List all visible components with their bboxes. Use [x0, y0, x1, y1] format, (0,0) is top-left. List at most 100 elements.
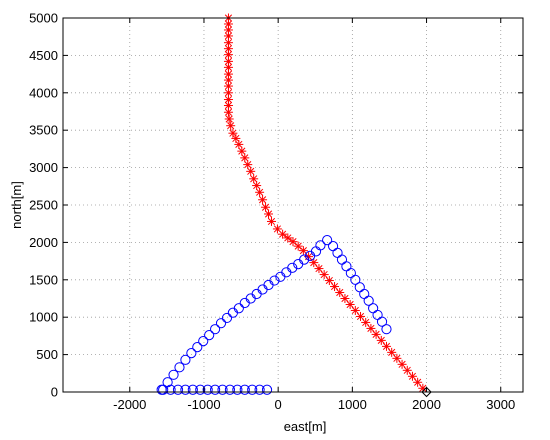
circle-point — [254, 384, 265, 395]
circle-point — [376, 316, 388, 327]
asterisk-point — [252, 181, 262, 191]
y-tick-label: 4500 — [29, 48, 58, 63]
asterisk-point — [371, 329, 381, 339]
asterisk-point — [335, 288, 345, 298]
asterisk-point — [240, 153, 250, 163]
circle-point — [174, 362, 185, 373]
asterisk-point — [350, 305, 360, 315]
asterisk-point — [397, 359, 407, 369]
circle-point — [180, 384, 191, 395]
circle-point — [368, 303, 379, 314]
circle-point — [315, 240, 326, 251]
asterisk-point — [266, 216, 276, 226]
circle-point — [322, 235, 333, 246]
y-axis-label: north[m] — [9, 181, 24, 229]
asterisk-point — [243, 160, 253, 170]
circle-point — [345, 267, 356, 279]
asterisk-point — [293, 241, 303, 251]
asterisk-point — [272, 224, 282, 234]
circle-point — [239, 297, 250, 309]
circle-point — [363, 295, 374, 306]
asterisk-point — [223, 25, 233, 35]
asterisk-point — [387, 347, 397, 357]
circle-point — [204, 330, 215, 341]
asterisk-point — [376, 335, 386, 345]
circle-point — [263, 279, 274, 291]
asterisk-point — [314, 264, 324, 274]
asterisk-point — [258, 195, 268, 205]
y-tick-label: 500 — [36, 347, 58, 362]
asterisk-point — [234, 139, 244, 149]
y-tick-label: 3000 — [29, 160, 58, 175]
asterisk-point — [237, 146, 247, 156]
circle-point — [209, 324, 221, 335]
asterisk-point — [223, 95, 233, 105]
asterisk-point — [340, 294, 350, 303]
circle-point — [192, 342, 203, 353]
asterisk-point — [249, 174, 259, 184]
x-tick-label: -1000 — [187, 397, 220, 412]
circle-point — [227, 307, 239, 318]
circle-point — [180, 354, 191, 365]
x-tick-label: 2000 — [412, 397, 441, 412]
circle-point — [359, 288, 370, 300]
y-tick-label: 2500 — [29, 198, 58, 213]
circle-point — [187, 384, 198, 395]
y-tick-label: 5000 — [29, 11, 58, 26]
asterisk-point — [413, 377, 423, 387]
y-tick-label: 1500 — [29, 272, 58, 287]
circle-point — [354, 282, 365, 293]
circle-point — [251, 288, 262, 300]
y-tick-label: 3500 — [29, 123, 58, 138]
asterisk-point — [223, 107, 233, 117]
circle-point — [186, 348, 197, 359]
asterisk-point — [261, 202, 271, 212]
x-tick-label: 3000 — [486, 397, 515, 412]
axis-ticks: -2000 -1000 0 1000 2000 3000 0 500 1000 1500 2000 2… — [29, 11, 523, 412]
circle-point — [172, 384, 184, 395]
x-tick-label: 0 — [275, 397, 282, 412]
y-tick-label: 0 — [51, 385, 58, 400]
circle-point — [168, 369, 179, 380]
grid — [63, 17, 523, 393]
circle-point — [221, 312, 233, 324]
circle-point — [332, 247, 343, 258]
y-tick-label: 2000 — [29, 235, 58, 250]
circle-point — [202, 384, 213, 395]
circle-point — [247, 384, 258, 395]
diamond-point — [421, 386, 432, 398]
circle-point — [299, 254, 310, 265]
circle-point — [209, 384, 221, 395]
circle-point — [257, 284, 268, 295]
asterisk-point — [366, 323, 376, 333]
data-series — [156, 13, 432, 398]
circle-point — [162, 377, 173, 388]
circle-point — [372, 309, 383, 321]
circle-point — [327, 241, 339, 252]
asterisk-point — [407, 371, 417, 381]
asterisk-point — [228, 128, 238, 138]
circle-point — [245, 293, 256, 304]
asterisk-point — [309, 258, 319, 268]
circle-point — [341, 261, 352, 272]
asterisk-point — [255, 187, 265, 197]
circle-point — [281, 267, 292, 278]
asterisk-point — [231, 133, 241, 143]
circle-point — [287, 262, 298, 273]
circle-point — [310, 246, 322, 257]
asterisk-point — [345, 299, 355, 309]
x-tick-label: -2000 — [113, 397, 146, 412]
asterisk-point — [356, 311, 366, 321]
y-tick-label: 4000 — [29, 85, 58, 100]
circle-point — [350, 274, 361, 285]
circle-point — [224, 384, 236, 395]
series-diamond — [421, 386, 432, 398]
circle-point — [215, 318, 227, 329]
asterisk-point — [402, 365, 412, 375]
asterisk-point — [330, 282, 340, 292]
x-tick-label: 1000 — [338, 397, 367, 412]
asterisk-point — [246, 166, 256, 176]
asterisk-point — [319, 270, 329, 280]
asterisk-point — [283, 233, 293, 243]
